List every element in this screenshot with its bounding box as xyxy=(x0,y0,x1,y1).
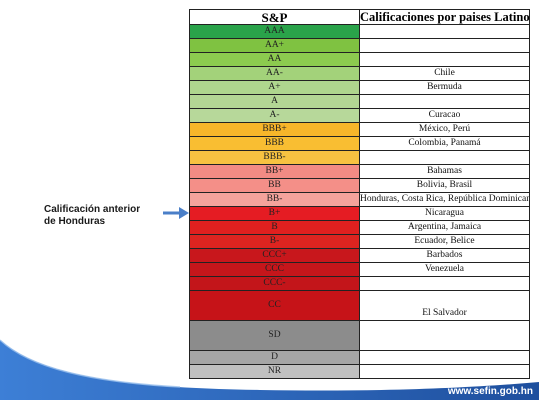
countries-cell xyxy=(359,364,530,379)
arrow-shaft xyxy=(163,211,180,215)
previous-rating-annotation: Calificación anterior de Honduras xyxy=(44,204,184,228)
rating-row: BBB+ México, Perú xyxy=(189,122,530,137)
countries-cell: Bahamas xyxy=(359,164,530,179)
rating-row: NR xyxy=(189,364,530,379)
rating-cell: CCC xyxy=(189,262,360,277)
annotation-line-1: Calificación anterior xyxy=(44,204,141,215)
rating-cell: AA+ xyxy=(189,38,360,53)
rating-row: BB+ Bahamas xyxy=(189,164,530,179)
countries-cell xyxy=(359,276,530,291)
countries-cell: Curacao xyxy=(359,108,530,123)
countries-cell: Barbados xyxy=(359,248,530,263)
countries-cell: Chile xyxy=(359,66,530,81)
arrow-right-icon xyxy=(163,207,189,219)
countries-cell xyxy=(359,320,530,351)
rating-cell: B xyxy=(189,220,360,235)
rating-row: D xyxy=(189,350,530,365)
website-url: www.sefin.gob.hn xyxy=(447,386,533,397)
rating-row: CCC+ Barbados xyxy=(189,248,530,263)
footer-wave xyxy=(0,339,539,400)
rating-row: B Argentina, Jamaica xyxy=(189,220,530,235)
rating-row: AAA xyxy=(189,24,530,39)
rating-row: B+ Nicaragua xyxy=(189,206,530,221)
countries-cell: Argentina, Jamaica xyxy=(359,220,530,235)
rating-row: BBB- xyxy=(189,150,530,165)
countries-cell: Honduras, Costa Rica, República Dominica… xyxy=(359,192,530,207)
rating-cell: BB+ xyxy=(189,164,360,179)
rating-cell: BB xyxy=(189,178,360,193)
countries-cell: Bermuda xyxy=(359,80,530,95)
countries-cell: Venezuela xyxy=(359,262,530,277)
ratings-table: S&P Calificaciones por paises Latinoamer… xyxy=(189,9,530,379)
rating-cell: AA xyxy=(189,52,360,67)
rating-row: BB Bolivia, Brasil xyxy=(189,178,530,193)
rating-cell: AAA xyxy=(189,24,360,39)
footer-wave-shape xyxy=(0,340,539,400)
countries-cell xyxy=(359,150,530,165)
rating-row: BB- Honduras, Costa Rica, República Domin… xyxy=(189,192,530,207)
countries-cell: Ecuador, Belice xyxy=(359,234,530,249)
rating-cell: CCC+ xyxy=(189,248,360,263)
rating-cell: AA- xyxy=(189,66,360,81)
countries-cell xyxy=(359,350,530,365)
countries-cell: México, Perú xyxy=(359,122,530,137)
countries-cell: Nicaragua xyxy=(359,206,530,221)
rating-cell: B+ xyxy=(189,206,360,221)
rating-cell: B- xyxy=(189,234,360,249)
rating-row: B- Ecuador, Belice xyxy=(189,234,530,249)
rating-cell: BB- xyxy=(189,192,360,207)
rating-cell: CC xyxy=(189,290,360,321)
rating-row: AA- Chile xyxy=(189,66,530,81)
rating-cell: BBB xyxy=(189,136,360,151)
countries-header: Calificaciones por paises Latinoamerican… xyxy=(359,9,530,25)
rating-cell: CCC- xyxy=(189,276,360,291)
rating-cell: SD xyxy=(189,320,360,351)
rating-cell: BBB+ xyxy=(189,122,360,137)
rating-row: CC El Salvador xyxy=(189,290,530,321)
countries-cell xyxy=(359,52,530,67)
ratings-header-row: S&P Calificaciones por paises Latinoamer… xyxy=(189,9,530,25)
countries-cell xyxy=(359,94,530,109)
rating-agency-header: S&P xyxy=(189,9,360,25)
rating-cell: D xyxy=(189,350,360,365)
rating-cell: A- xyxy=(189,108,360,123)
countries-cell xyxy=(359,24,530,39)
rating-row: BBB Colombia, Panamá xyxy=(189,136,530,151)
rating-row: CCC Venezuela xyxy=(189,262,530,277)
countries-cell xyxy=(359,38,530,53)
rating-cell: NR xyxy=(189,364,360,379)
rating-cell: A+ xyxy=(189,80,360,95)
footer-wave-highlight xyxy=(0,339,181,388)
arrow-head xyxy=(179,207,189,219)
rating-row: A- Curacao xyxy=(189,108,530,123)
rating-row: SD xyxy=(189,320,530,351)
rating-row: A+ Bermuda xyxy=(189,80,530,95)
ratings-table-body: AAA AA+ AA AA- Chile A+ Bermuda A A- Curacao BBB+ M… xyxy=(189,24,530,379)
rating-row: AA xyxy=(189,52,530,67)
countries-cell: Bolivia, Brasil xyxy=(359,178,530,193)
annotation-line-2: de Honduras xyxy=(44,216,106,227)
rating-row: CCC- xyxy=(189,276,530,291)
rating-cell: A xyxy=(189,94,360,109)
rating-row: AA+ xyxy=(189,38,530,53)
rating-cell: BBB- xyxy=(189,150,360,165)
rating-row: A xyxy=(189,94,530,109)
countries-cell: Colombia, Panamá xyxy=(359,136,530,151)
countries-cell: El Salvador xyxy=(359,290,530,321)
